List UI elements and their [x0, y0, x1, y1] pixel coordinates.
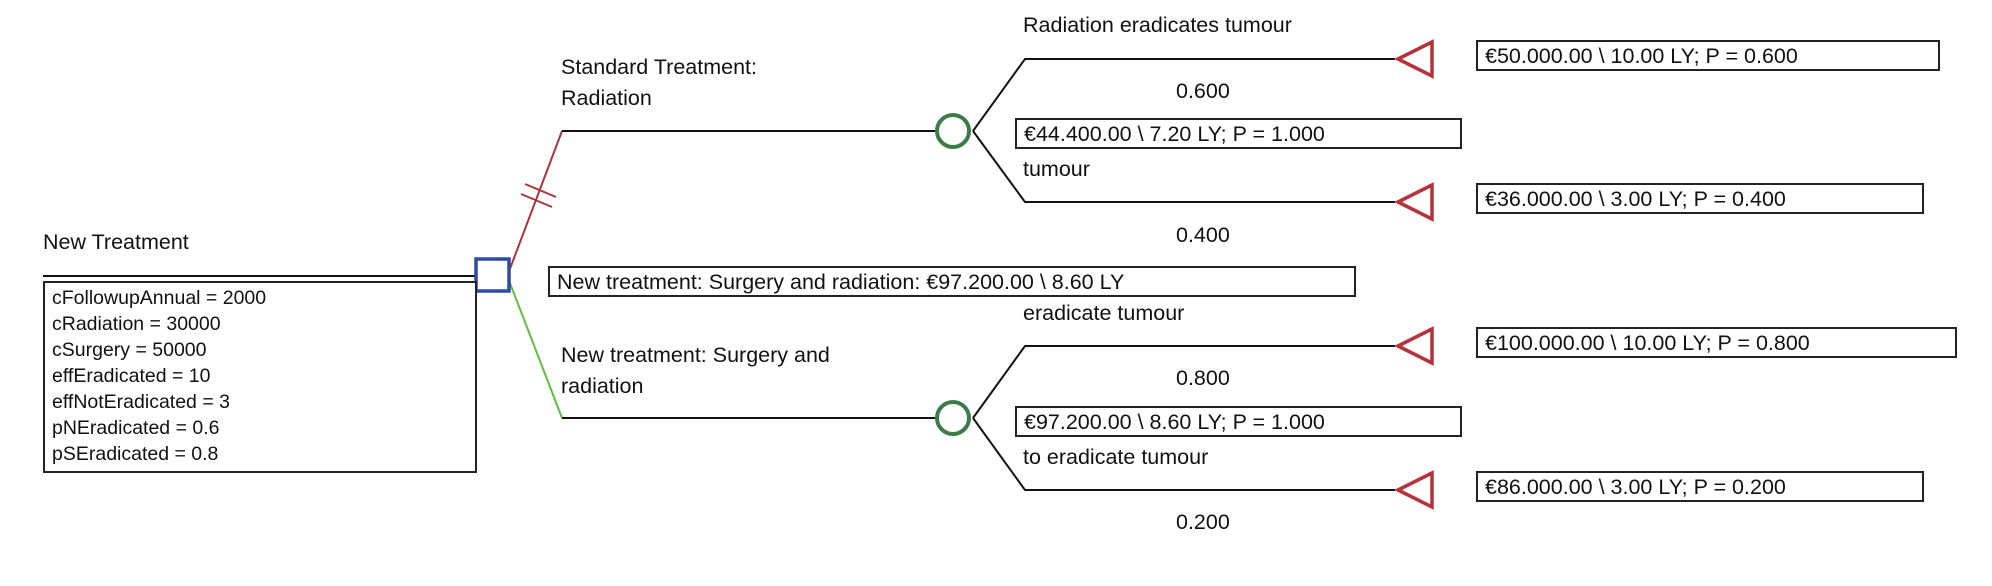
terminal-node[interactable] [1394, 470, 1434, 510]
standard-bottom-result-box: €36.000.00 \ 3.00 LY; P = 0.400 [1476, 183, 1924, 214]
prune-mark [520, 193, 553, 208]
surgery-summary-box: €97.200.00 \ 8.60 LY; P = 1.000 [1015, 406, 1462, 437]
standard-bottom-probability: 0.400 [1176, 223, 1230, 247]
pruned-branch-line [507, 130, 563, 275]
variable-definition: cSurgery = 50000 [52, 339, 207, 361]
standard-bottom-outcome-label: tumour [1023, 157, 1090, 181]
surgery-bottom-outcome-label: to eradicate tumour [1023, 445, 1209, 469]
terminal-node[interactable] [1394, 326, 1434, 366]
standard-summary-box: €44.400.00 \ 7.20 LY; P = 1.000 [1015, 118, 1462, 149]
standard-top-result-box: €50.000.00 \ 10.00 LY; P = 0.600 [1476, 40, 1940, 71]
surgery-bottom-probability: 0.200 [1176, 510, 1230, 534]
decision-node[interactable] [474, 257, 511, 293]
surgery-top-probability: 0.800 [1176, 366, 1230, 390]
surgery-top-result-box: €100.000.00 \ 10.00 LY; P = 0.800 [1476, 327, 1957, 358]
variable-definition: pNEradicated = 0.6 [52, 417, 220, 439]
standard-top-branch [972, 58, 1395, 132]
surgery-bottom-result-box: €86.000.00 \ 3.00 LY; P = 0.200 [1476, 471, 1924, 502]
surgery-bottom-branch [972, 417, 1395, 491]
terminal-node[interactable] [1394, 39, 1434, 79]
standard-top-probability: 0.600 [1176, 79, 1230, 103]
standard-branch-label-line2: Radiation [561, 86, 652, 110]
standard-bottom-branch [972, 130, 1395, 203]
standard-chance-node[interactable] [935, 113, 971, 149]
optimal-branch-line [507, 277, 563, 419]
prune-mark [524, 183, 557, 198]
decision-result-box: New treatment: Surgery and radiation: €9… [548, 266, 1356, 297]
standard-branch-label-line1: Standard Treatment: [561, 55, 757, 79]
surgery-top-outcome-label: eradicate tumour [1023, 301, 1185, 325]
root-node-label: New Treatment [43, 230, 189, 254]
terminal-node[interactable] [1394, 182, 1434, 222]
variables-box: cFollowupAnnual = 2000 cRadiation = 3000… [43, 281, 477, 473]
variable-definition: cRadiation = 30000 [52, 313, 221, 335]
surgery-branch-label-line1: New treatment: Surgery and [561, 343, 830, 367]
surgery-chance-node[interactable] [935, 400, 971, 436]
variable-definition: effNotEradicated = 3 [52, 391, 230, 413]
surgery-branch-label-line2: radiation [561, 374, 644, 398]
variable-definition: cFollowupAnnual = 2000 [52, 287, 267, 309]
standard-top-outcome-label: Radiation eradicates tumour [1023, 13, 1292, 37]
surgery-top-branch [972, 345, 1395, 419]
variable-definition: effEradicated = 10 [52, 365, 211, 387]
variable-definition: pSEradicated = 0.8 [52, 443, 219, 465]
